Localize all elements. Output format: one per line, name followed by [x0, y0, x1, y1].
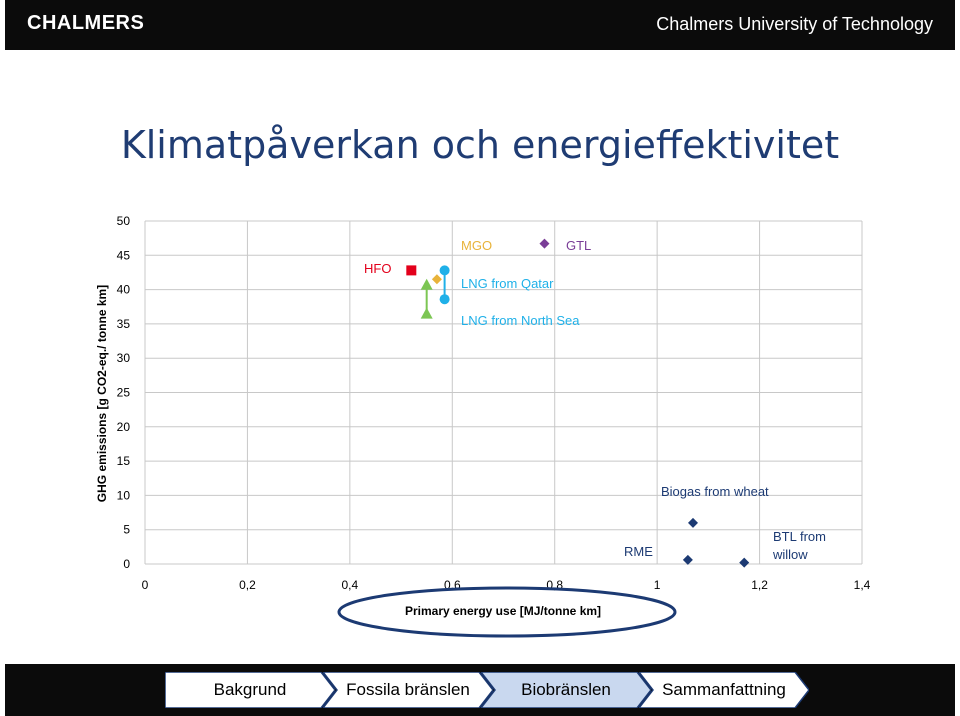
x-tick-label: 1,2 [751, 578, 768, 592]
x-tick-label: 0 [142, 578, 149, 592]
y-tick-label: 35 [117, 317, 131, 331]
y-tick-label: 30 [117, 351, 131, 365]
chevron-shape [165, 672, 335, 708]
chevron-shape [481, 672, 651, 708]
nav-label: Bakgrund [213, 680, 287, 699]
y-tick-label: 50 [117, 214, 131, 228]
xlabel-highlight-ellipse [337, 586, 677, 638]
y-tick-label: 0 [123, 557, 130, 571]
x-tick-label: 0,2 [239, 578, 256, 592]
nav-label: Fossila bränslen [346, 680, 470, 699]
lng-from-north-sea-point [439, 294, 450, 305]
nav-bakgrund[interactable]: Bakgrund [165, 672, 335, 708]
lng-from-qatar-label: LNG from Qatar [461, 276, 554, 291]
header-bar: CHALMERS Chalmers University of Technolo… [5, 0, 955, 50]
biogas-from-wheat-label: Biogas from wheat [661, 484, 769, 499]
mgo-label: MGO [461, 238, 492, 253]
rme-point [682, 554, 693, 565]
mgo-point [431, 274, 442, 285]
gtl-point [539, 238, 550, 249]
y-tick-label: 15 [117, 454, 131, 468]
hfo-point [406, 265, 417, 276]
x-tick-label: 1 [654, 578, 661, 592]
y-tick-label: 45 [117, 248, 131, 262]
rme-label: RME [624, 544, 653, 559]
y-axis-label: GHG emissions [g CO2-eq./ tonne km] [95, 285, 109, 502]
chevron-shape [639, 672, 809, 708]
y-tick-label: 40 [117, 283, 131, 297]
nav-label: Biobränslen [521, 680, 611, 699]
unlabeled-point [420, 307, 433, 319]
chalmers-logo: CHALMERS [27, 12, 145, 34]
y-tick-label: 25 [117, 386, 131, 400]
slide-title: Klimatpåverkan och energieffektivitet [120, 123, 840, 168]
y-tick-label: 10 [117, 488, 131, 502]
chevron-shape [323, 672, 493, 708]
nav-biobränslen[interactable]: Biobränslen [481, 672, 651, 708]
biogas-from-wheat-point [687, 517, 698, 528]
x-axis-label: Primary energy use [MJ/tonne km] [405, 604, 601, 618]
y-tick-label: 5 [123, 523, 130, 537]
nav-sammanfattning[interactable]: Sammanfattning [639, 672, 809, 708]
unlabeled-point [420, 278, 433, 290]
university-name: Chalmers University of Technology [656, 14, 933, 34]
nav-label: Sammanfattning [662, 680, 786, 699]
lng-from-north-sea-label: LNG from North Sea [461, 313, 580, 328]
footer-nav-bar: Bakgrund Fossila bränslen Biobränslen Samma… [5, 664, 955, 716]
y-tick-label: 20 [117, 420, 131, 434]
lng-from-qatar-point [439, 265, 450, 276]
gtl-label: GTL [566, 238, 591, 253]
x-tick-label: 1,4 [854, 578, 871, 592]
btl-from-willow-point [739, 557, 750, 568]
nav-fossila-bränslen[interactable]: Fossila bränslen [323, 672, 493, 708]
btl-from-willow-label: BTL from willow [772, 529, 826, 562]
hfo-label: HFO [364, 261, 391, 276]
x-tick-label: 0,4 [342, 578, 359, 592]
